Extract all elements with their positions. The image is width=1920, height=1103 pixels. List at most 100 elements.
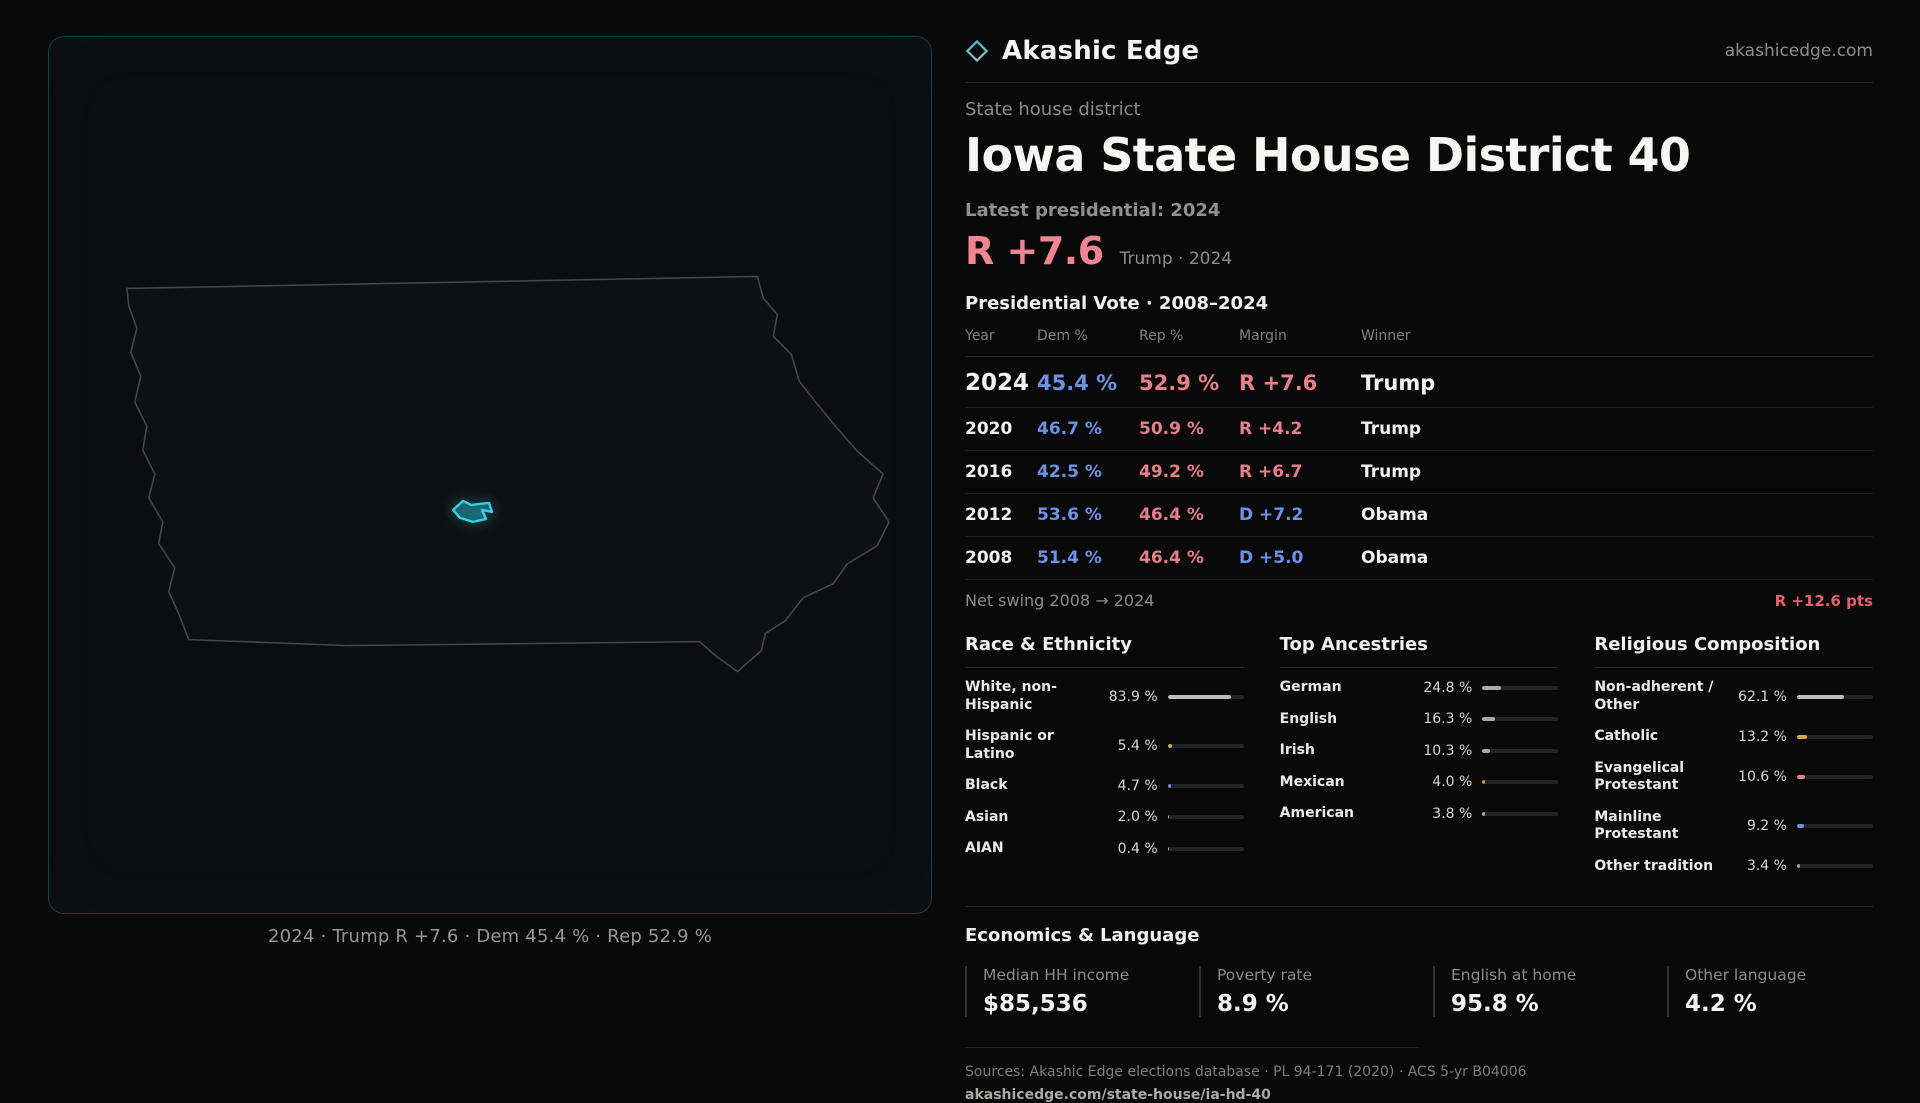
demo-value: 83.9 % [1108,688,1158,705]
permalink-link[interactable]: akashicedge.com/state-house/ia-hd-40 [965,1087,1271,1103]
rep-cell: 46.4 % [1139,505,1204,525]
stat-value: $85,536 [983,991,1088,1017]
economics-title: Economics & Language [965,925,1200,946]
map-caption: 2024 · Trump R +7.6 · Dem 45.4 % · Rep 5… [268,926,712,947]
demo-bar [1482,717,1559,722]
demo-label: Non-adherent / Other [1594,679,1714,713]
col-header-dem: Dem % [1037,328,1088,344]
demo-bar [1796,694,1873,699]
footer-divider [965,1047,1419,1048]
ancestries-title: Top Ancestries [1279,634,1559,668]
demo-label: White, non-Hispanic [965,679,1057,713]
col-header-winner: Winner [1361,328,1411,344]
vote-row-2012: 2012 53.6 % 46.4 % D +7.2 Obama [965,494,1873,537]
vote-row-2016: 2016 42.5 % 49.2 % R +6.7 Trump [965,451,1873,494]
race-ethnicity-title: Race & Ethnicity [965,634,1244,668]
stat-poverty-rate: Poverty rate 8.9 % [1199,966,1405,1017]
brand-lockup: Akashic Edge [965,36,1199,66]
district-report-panel: Akashic Edge akashicedge.com State house… [965,30,1873,1103]
stat-value: 4.2 % [1685,991,1757,1017]
iowa-map [126,275,890,673]
stat-other-language: Other language 4.2 % [1667,966,1873,1017]
demo-bar [1167,783,1244,788]
religion-row-mainline: Mainline Protestant 9.2 % [1594,802,1873,851]
dem-cell: 51.4 % [1037,548,1102,568]
margin-cell: R +4.2 [1239,419,1303,439]
col-header-year: Year [965,328,995,344]
race-row-black: Black 4.7 % [965,770,1244,802]
religion-row-evangelical: Evangelical Protestant 10.6 % [1594,753,1873,802]
stat-value: 95.8 % [1451,991,1539,1017]
demo-label: Irish [1279,742,1315,758]
demo-value: 16.3 % [1423,711,1473,728]
col-header-margin: Margin [1239,328,1287,344]
winner-cell: Trump [1361,419,1422,439]
demo-label: AIAN [965,840,1004,856]
demo-label: Asian [965,808,1009,825]
winner-cell: Trump [1361,371,1436,395]
demo-label: American [1279,805,1354,821]
stat-median-hh-income: Median HH income $85,536 [965,966,1171,1017]
vote-row-2024: 2024 45.4 % 52.9 % R +7.6 Trump [965,357,1873,408]
dem-cell: 45.4 % [1037,371,1118,395]
rep-cell: 46.4 % [1139,548,1204,568]
district-type-kicker: State house district [965,99,1141,120]
dem-cell: 53.6 % [1037,505,1102,525]
dem-cell: 46.7 % [1037,419,1102,439]
demo-bar [1796,775,1873,779]
ancestries-column: Top Ancestries German 24.8 % English 16.… [1279,634,1559,882]
winner-cell: Obama [1361,548,1429,568]
race-row-white: White, non-Hispanic 83.9 % [965,672,1244,721]
demo-value: 0.4 % [1117,840,1158,857]
demo-bar [1167,846,1244,851]
net-swing-row: Net swing 2008 → 2024 R +12.6 pts [965,580,1873,610]
demo-label: Black [965,777,1008,793]
religion-row-nonadherent: Non-adherent / Other 62.1 % [1594,672,1873,721]
demo-bar [1796,734,1873,739]
rep-cell: 50.9 % [1139,419,1204,439]
winner-cell: Obama [1361,505,1429,525]
brand-domain-link[interactable]: akashicedge.com [1724,41,1873,61]
headline-margin-value: R +7.6 [965,229,1104,273]
demo-label: Evangelical Protestant [1594,759,1685,794]
margin-cell: D +7.2 [1239,505,1304,525]
brand-name: Akashic Edge [1002,36,1200,66]
demo-bar [1482,748,1559,753]
demo-value: 2.0 % [1117,809,1158,826]
demo-value: 3.4 % [1746,858,1787,875]
race-ethnicity-column: Race & Ethnicity White, non-Hispanic 83.… [965,634,1244,882]
demo-value: 3.8 % [1432,805,1473,822]
stat-value: 8.9 % [1217,991,1289,1017]
dem-cell: 42.5 % [1037,462,1102,482]
demo-label: English [1279,710,1338,727]
sources-line: Sources: Akashic Edge elections database… [965,1064,1527,1080]
page-title: Iowa State House District 40 [965,128,1691,182]
district-map-panel [48,36,932,914]
headline-margin-block: R +7.6 Trump · 2024 [965,229,1873,273]
religion-row-catholic: Catholic 13.2 % [1594,721,1873,753]
year-cell: 2012 [965,505,1013,525]
vote-table-title: Presidential Vote · 2008–2024 [965,293,1269,314]
demo-value: 13.2 % [1738,728,1787,745]
margin-cell: R +7.6 [1239,371,1318,395]
margin-cell: D +5.0 [1239,548,1304,568]
vote-table-header: Year Dem % Rep % Margin Winner [965,324,1873,357]
vote-row-2008: 2008 51.4 % 46.4 % D +5.0 Obama [965,537,1873,580]
district-40-shape[interactable] [451,499,494,524]
demo-bar [1167,815,1244,820]
net-swing-label: Net swing 2008 → 2024 [965,591,1155,610]
ancestry-row-english: English 16.3 % [1280,704,1559,736]
winner-cell: Trump [1361,462,1422,482]
rep-cell: 52.9 % [1139,371,1220,395]
demo-label: Mexican [1279,773,1345,790]
diamond-logo-icon [965,39,989,63]
demo-bar [1796,824,1873,828]
stat-english-at-home: English at home 95.8 % [1433,966,1639,1017]
iowa-state-outline [126,275,890,673]
economics-divider [965,906,1873,907]
demo-label: German [1279,679,1342,695]
demo-value: 62.1 % [1738,688,1787,705]
stat-label: Poverty rate [1217,966,1313,984]
rep-cell: 49.2 % [1139,462,1204,482]
headline-margin-context: Trump · 2024 [1119,249,1233,269]
